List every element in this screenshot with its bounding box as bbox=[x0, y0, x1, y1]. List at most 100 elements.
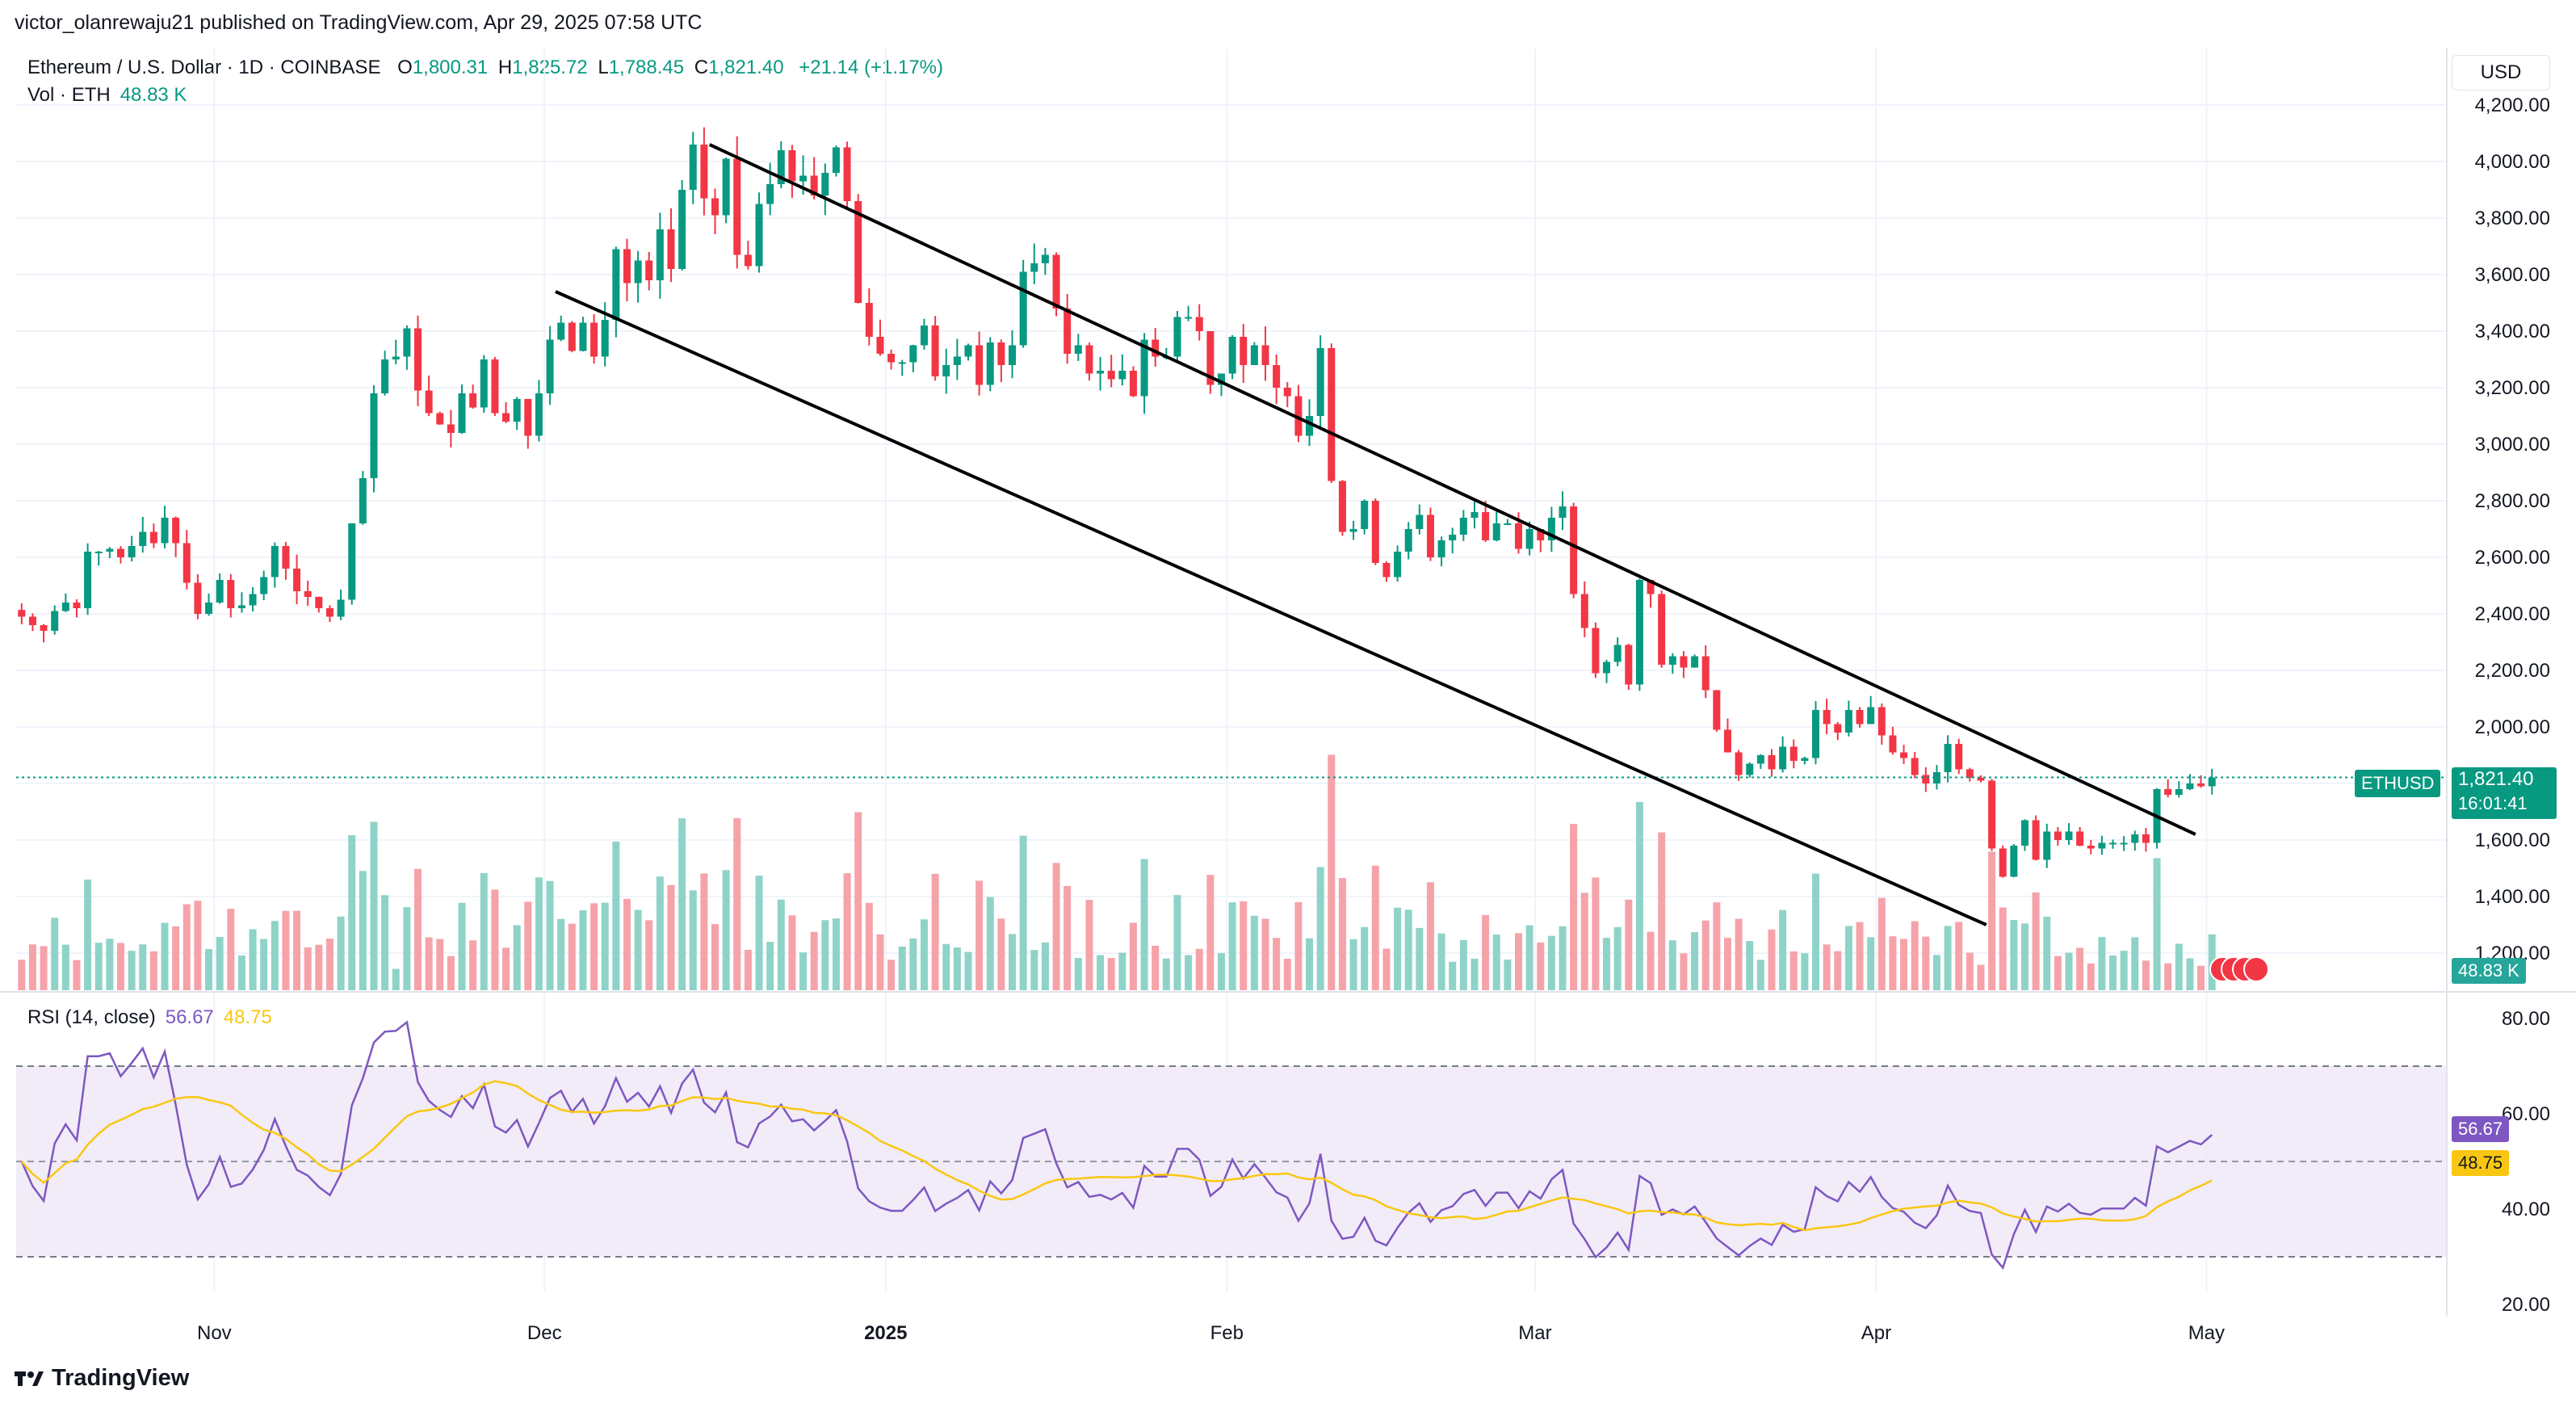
candle-body bbox=[1085, 345, 1093, 374]
volume-bar bbox=[634, 909, 642, 990]
volume-bar bbox=[1306, 938, 1314, 990]
volume-bar bbox=[359, 871, 367, 990]
volume-bar bbox=[1768, 929, 1776, 990]
candle-body bbox=[689, 145, 697, 190]
volume-bar bbox=[1922, 936, 1930, 990]
volume-bar bbox=[1185, 955, 1193, 990]
volume-bar bbox=[1570, 824, 1578, 990]
volume-bar bbox=[1966, 952, 1974, 990]
volume-bar bbox=[413, 868, 422, 990]
volume-bar bbox=[51, 918, 59, 990]
volume-bar bbox=[1426, 882, 1434, 990]
volume-bar bbox=[1195, 948, 1203, 990]
volume-bar bbox=[2109, 955, 2117, 990]
candle-body bbox=[413, 328, 422, 391]
volume-bar bbox=[403, 907, 411, 990]
candle-body bbox=[337, 599, 345, 617]
currency-button[interactable]: USD bbox=[2452, 55, 2550, 90]
candle-body bbox=[1789, 746, 1798, 761]
candle-body bbox=[370, 393, 378, 478]
volume-bar bbox=[1394, 907, 1402, 990]
candle-body bbox=[1977, 778, 1985, 781]
candle-body bbox=[1471, 512, 1479, 518]
price-tick-label: 1,600.00 bbox=[2475, 830, 2550, 851]
volume-bar bbox=[425, 937, 433, 990]
candle-body bbox=[1118, 371, 1126, 380]
volume-bar bbox=[458, 902, 466, 990]
price-tick-label: 3,000.00 bbox=[2475, 434, 2550, 456]
volume-bar bbox=[116, 943, 124, 990]
volume-bar bbox=[898, 946, 906, 990]
volume-bar bbox=[1482, 914, 1490, 990]
candle-body bbox=[447, 424, 455, 433]
candle-body bbox=[1206, 331, 1215, 385]
candle-body bbox=[2032, 820, 2040, 860]
volume-bar bbox=[1635, 801, 1643, 990]
volume-bar bbox=[2131, 937, 2139, 990]
candle-body bbox=[1823, 710, 1831, 724]
volume-bar bbox=[2010, 920, 2018, 990]
volume-bar bbox=[1691, 932, 1699, 990]
candle-body bbox=[2076, 831, 2084, 846]
volume-bar bbox=[1889, 936, 1897, 990]
time-tick-label: Dec bbox=[527, 1322, 562, 1344]
volume-bar bbox=[711, 924, 720, 990]
candle-body bbox=[161, 518, 169, 544]
candle-body bbox=[1064, 309, 1072, 354]
volume-bar bbox=[293, 910, 301, 990]
candle-body bbox=[480, 359, 488, 408]
volume-bar bbox=[953, 947, 961, 990]
volume-bar bbox=[1085, 900, 1093, 990]
candle-body bbox=[1713, 690, 1721, 730]
candle-body bbox=[392, 356, 400, 359]
price-tick-label: 4,200.00 bbox=[2475, 94, 2550, 116]
volume-bar bbox=[40, 946, 48, 990]
candle-body bbox=[1250, 345, 1258, 365]
candle-body bbox=[1922, 775, 1930, 783]
candle-body bbox=[1371, 501, 1379, 563]
candle-body bbox=[953, 356, 961, 365]
volume-bar bbox=[304, 947, 312, 990]
volume-bar bbox=[1240, 901, 1248, 990]
close-label: C bbox=[694, 57, 709, 78]
candle-body bbox=[469, 393, 477, 408]
volume-bar bbox=[1294, 902, 1303, 990]
candle-body bbox=[766, 184, 774, 204]
volume-bar bbox=[722, 870, 730, 990]
volume-bar bbox=[612, 842, 620, 990]
candle-body bbox=[1944, 744, 1952, 772]
volume-bar bbox=[502, 947, 510, 990]
candle-body bbox=[1349, 529, 1357, 532]
volume-bar bbox=[1537, 942, 1545, 990]
candle-body bbox=[931, 326, 939, 376]
candle-body bbox=[1185, 317, 1193, 319]
volume-bar bbox=[1371, 865, 1379, 990]
candle-body bbox=[920, 326, 928, 346]
candle-body bbox=[1966, 769, 1974, 778]
volume-bar bbox=[788, 915, 796, 990]
candle-body bbox=[1504, 523, 1512, 525]
volume-bars bbox=[18, 754, 2216, 990]
candle-body bbox=[1294, 396, 1303, 436]
candle-body bbox=[821, 173, 829, 195]
candle-body bbox=[1316, 348, 1324, 416]
candle-body bbox=[260, 577, 268, 594]
volume-bar bbox=[667, 884, 675, 990]
volume-bar bbox=[282, 910, 290, 990]
candle-body bbox=[205, 603, 213, 614]
candle-body bbox=[94, 552, 103, 553]
volume-bar bbox=[1713, 902, 1721, 990]
volume-bar bbox=[1735, 918, 1743, 990]
candle-body bbox=[249, 594, 257, 606]
tradingview-logo[interactable]: TradingView bbox=[15, 1365, 189, 1392]
price-tick-label: 3,600.00 bbox=[2475, 264, 2550, 286]
volume-bar bbox=[149, 951, 157, 990]
candle-body bbox=[1404, 529, 1412, 552]
candle-body bbox=[1394, 552, 1402, 578]
candle-body bbox=[73, 603, 81, 608]
candle-body bbox=[1911, 758, 1919, 775]
low-label: L bbox=[598, 57, 609, 78]
time-tick-label: May bbox=[2188, 1322, 2225, 1344]
candle-body bbox=[601, 320, 609, 357]
